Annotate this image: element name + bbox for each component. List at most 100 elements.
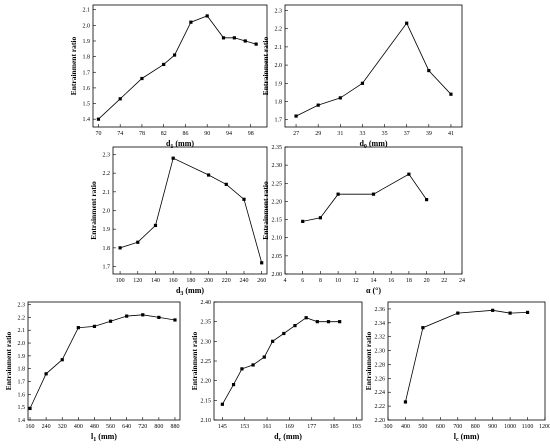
data-point	[206, 173, 211, 177]
x-tick-label: 560	[106, 424, 115, 430]
chart-panel-1: 70 74 78 82 86 90 94 98 1.4 1.5 1.6 1.7 1.8 1.9 2.0 2.1…	[69, 4, 268, 150]
x-tick-label: 177	[307, 424, 316, 430]
data-point	[231, 383, 236, 387]
data-point	[76, 326, 80, 330]
x-tick-label: 500	[418, 424, 427, 430]
data-point	[525, 310, 530, 315]
data-point	[232, 36, 236, 40]
data-point	[304, 316, 308, 320]
data-point	[403, 400, 408, 404]
plot-frame	[27, 301, 181, 421]
y-tick-label: 2.1	[275, 45, 283, 51]
y-tick-label: 2.2	[275, 27, 283, 33]
y-tick-label: 1.4	[83, 117, 91, 123]
y-tick-label: 1.7	[103, 265, 111, 271]
x-tick-label: 94	[226, 131, 232, 137]
x-tick-label: 37	[404, 131, 410, 137]
data-point	[294, 114, 298, 118]
plot-frame	[284, 146, 463, 275]
data-point	[318, 216, 322, 220]
data-point	[140, 76, 144, 81]
data-point	[44, 372, 48, 376]
chart-panel-6: 145 153 161 169 177 185 193 2.10 2.15 2.20 2.25 2.3…	[190, 300, 363, 443]
y-tick-label: 2.05	[272, 254, 283, 260]
data-point	[240, 367, 244, 371]
x-tick-label: 220	[222, 278, 231, 284]
data-point	[125, 314, 129, 318]
data-point	[118, 97, 122, 101]
x-tick-label: 20	[424, 278, 430, 284]
series-line	[222, 317, 340, 405]
series-line	[119, 157, 263, 263]
x-tick-label: 160	[169, 278, 178, 284]
data-point	[189, 20, 193, 24]
data-point	[141, 313, 145, 317]
data-point	[92, 324, 97, 328]
y-tick-label: 1.5	[18, 405, 26, 411]
x-axis-label: l1 (mm)	[91, 432, 117, 443]
data-point	[136, 240, 140, 244]
data-point	[421, 326, 425, 330]
data-point	[153, 223, 158, 228]
y-tick-label: 2.25	[272, 181, 283, 187]
data-point	[28, 406, 32, 411]
x-tick-label: 240	[42, 424, 51, 430]
x-tick-label: 82	[161, 131, 167, 137]
x-tick-label: 161	[263, 424, 272, 430]
data-point	[260, 261, 264, 265]
data-point	[96, 117, 101, 121]
data-point	[172, 53, 177, 57]
x-tick-label: 90	[204, 131, 210, 137]
y-axis-label: Entrainment ratio	[364, 331, 373, 390]
y-axis-label: Entrainment ratio	[261, 181, 270, 240]
x-tick-label: 35	[382, 131, 388, 137]
y-tick-label: 1.9	[18, 354, 26, 360]
data-point	[254, 42, 258, 46]
data-point	[449, 92, 453, 96]
y-tick-label: 1.4	[18, 418, 26, 424]
x-axis-label: lc (mm)	[454, 432, 480, 443]
data-point	[405, 21, 409, 25]
y-tick-label: 2.15	[272, 218, 283, 224]
data-point	[262, 355, 266, 359]
data-point	[338, 96, 342, 100]
y-tick-label: 2.32	[375, 335, 386, 341]
x-tick-label: 18	[406, 278, 412, 284]
y-tick-label: 2.35	[201, 320, 212, 326]
chart-panel-3: 100 120 140 160 180 200 220 240 260 1.7 1.8 1.9 2.0 2…	[89, 146, 268, 297]
data-point	[326, 320, 331, 324]
x-tick-label: 39	[426, 131, 432, 137]
x-axis-label: d1 (mm)	[166, 139, 194, 150]
y-tick-label: 1.7	[83, 70, 91, 76]
y-tick-label: 2.1	[83, 8, 91, 14]
x-tick-label: 4	[284, 278, 287, 284]
x-tick-label: 153	[240, 424, 249, 430]
y-tick-label: 1.6	[18, 392, 26, 398]
x-tick-label: 1100	[522, 424, 534, 430]
y-tick-label: 2.26	[375, 376, 386, 382]
y-tick-label: 2.36	[375, 307, 386, 313]
data-point	[157, 315, 161, 319]
y-tick-label: 1.9	[83, 39, 91, 45]
y-tick-label: 2.30	[201, 339, 212, 345]
data-point	[224, 182, 228, 186]
y-tick-label: 2.3	[275, 8, 283, 14]
data-point	[251, 363, 255, 367]
chart-panel-5: 160 240 320 400 480 560 640 720 800 880 1.4 1.5 1.6 1…	[4, 301, 181, 443]
x-tick-label: 86	[182, 131, 188, 137]
y-axis-label: Entrainment ratio	[89, 181, 98, 240]
series-line	[302, 173, 427, 222]
x-tick-label: 14	[371, 278, 377, 284]
y-tick-label: 2.1	[103, 190, 111, 196]
data-point	[171, 156, 175, 160]
y-tick-label: 2.30	[272, 163, 283, 169]
y-tick-label: 2.0	[18, 341, 26, 347]
x-tick-label: 1000	[504, 424, 516, 430]
data-point	[205, 14, 209, 18]
x-tick-label: 193	[352, 424, 361, 430]
data-point	[456, 311, 460, 315]
x-tick-label: 22	[441, 278, 447, 284]
y-tick-label: 2.2	[103, 171, 111, 177]
y-axis-label: Entrainment ratio	[190, 331, 199, 390]
x-tick-label: 27	[293, 131, 299, 137]
